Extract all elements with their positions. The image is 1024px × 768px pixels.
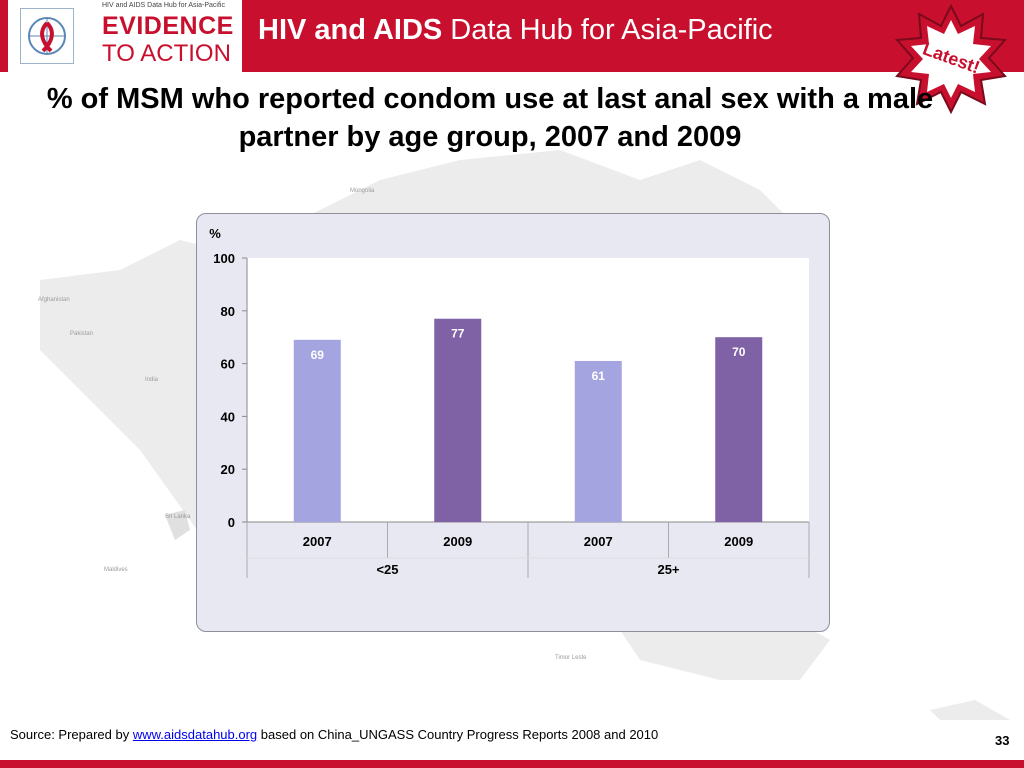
logo-subtitle: HIV and AIDS Data Hub for Asia-Pacific bbox=[102, 2, 225, 9]
site-title-rest: Data Hub for Asia-Pacific bbox=[450, 14, 773, 46]
data-label: 70 bbox=[732, 345, 746, 359]
bar bbox=[434, 318, 482, 522]
bar-chart: 0 20 40 60 80 100% 69 2007 77 2009 61 2007 70 2009 <25… bbox=[209, 226, 810, 578]
map-label-afghanistan: Afghanistan bbox=[38, 297, 70, 303]
chart-panel: 0 20 40 60 80 100% 69 2007 77 2009 61 2007 70 2009 <25… bbox=[196, 213, 830, 632]
y-tick-label: 60 bbox=[221, 357, 235, 372]
header-bar: HIV and AIDS Data Hub for Asia-Pacific E… bbox=[0, 0, 1024, 72]
y-axis-label: % bbox=[209, 226, 221, 241]
y-tick-label: 80 bbox=[221, 304, 235, 319]
site-title: HIV and AIDS Data Hub for Asia-Pacific bbox=[258, 14, 773, 47]
source-suffix: based on China_UNGASS Country Progress R… bbox=[257, 727, 659, 742]
logo[interactable]: HIV and AIDS Data Hub for Asia-Pacific E… bbox=[8, 0, 242, 72]
x-tick-label: 2009 bbox=[724, 534, 753, 549]
map-label-sri-lanka: Sri Lanka bbox=[165, 514, 191, 520]
bar bbox=[574, 360, 622, 522]
latest-badge-icon[interactable]: Latest! bbox=[895, 4, 1007, 114]
data-label: 61 bbox=[592, 369, 606, 383]
map-label-mongolia: Mongolia bbox=[350, 188, 375, 194]
page-number: 33 bbox=[995, 733, 1010, 748]
logo-evidence-text: EVIDENCE bbox=[102, 12, 234, 40]
y-tick-label: 100 bbox=[213, 251, 235, 266]
logo-action-text: TO ACTION bbox=[102, 40, 231, 67]
slide-title: % of MSM who reported condom use at last… bbox=[46, 83, 934, 153]
source-prefix: Source: Prepared by bbox=[10, 727, 133, 742]
source-note: Source: Prepared by www.aidsdatahub.org … bbox=[10, 727, 658, 742]
y-tick-label: 20 bbox=[221, 462, 235, 477]
data-label: 69 bbox=[311, 348, 325, 362]
x-group-label: <25 bbox=[376, 562, 398, 577]
bar bbox=[715, 337, 763, 522]
map-label-pakistan: Pakistan bbox=[70, 331, 94, 337]
source-link[interactable]: www.aidsdatahub.org bbox=[132, 727, 258, 742]
data-label: 77 bbox=[451, 327, 465, 341]
x-tick-label: 2007 bbox=[303, 534, 332, 549]
un-emblem-icon bbox=[20, 8, 74, 64]
x-group-label: 25+ bbox=[657, 562, 679, 577]
site-title-bold: HIV and AIDS bbox=[258, 14, 443, 46]
map-label-maldives: Maldives bbox=[104, 567, 128, 573]
footer-bar bbox=[0, 760, 1024, 768]
y-tick-label: 40 bbox=[221, 409, 235, 424]
map-label-timor-leste: Timor Leste bbox=[555, 655, 587, 661]
bar bbox=[293, 339, 341, 522]
map-label-india: India bbox=[145, 377, 159, 383]
y-tick-label: 0 bbox=[228, 515, 235, 530]
x-tick-label: 2009 bbox=[443, 534, 472, 549]
x-tick-label: 2007 bbox=[584, 534, 613, 549]
